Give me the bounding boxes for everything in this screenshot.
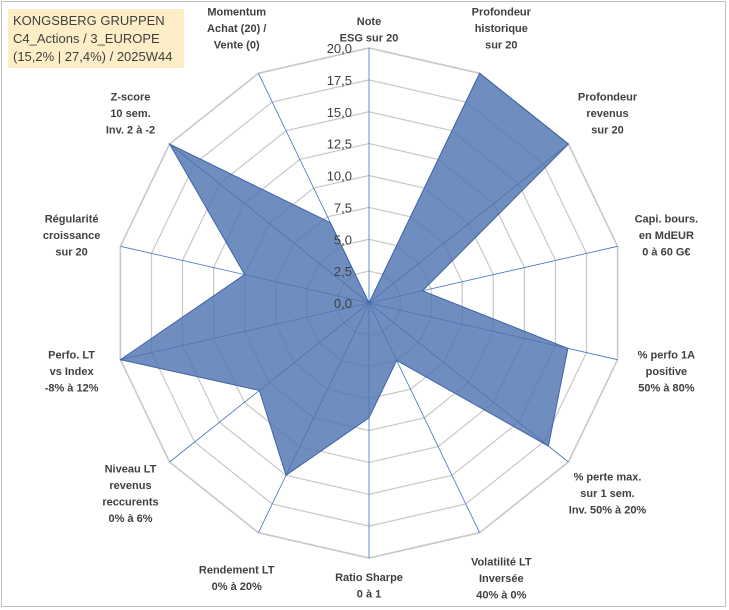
axis-label: 50% à 80% [638, 382, 694, 394]
axis-label: Achat (20) / [207, 23, 266, 35]
axis-label: Note [357, 16, 381, 28]
axis-label: en MdEUR [639, 230, 694, 242]
axis-label: 0 à 60 G€ [642, 247, 690, 259]
axis-label: 0 à 1 [357, 589, 381, 601]
tick-label: 7,5 [334, 200, 352, 215]
axis-label: -8% à 12% [45, 382, 99, 394]
axis-label-group: Niveau LT revenus reccurents 0% à 6% [102, 463, 158, 525]
axis-label: revenus [586, 108, 628, 120]
tick-label: 15,0 [327, 105, 352, 120]
axis-label: Z-score [111, 91, 151, 103]
axis-label-group: % perte max. sur 1 sem. Inv. 50% à 20% [569, 472, 647, 517]
category-label: C4_Actions / 3_EUROPE [13, 31, 160, 46]
axis-label: Inv. 50% à 20% [569, 505, 647, 517]
axis-label: Perfo. LT [48, 349, 95, 361]
axis-label-group: Note ESG sur 20 [340, 16, 399, 45]
axis-label-group: Profondeur revenus sur 20 [578, 91, 638, 136]
axis-label: Momentum [207, 7, 266, 19]
axis-label: Vente (0) [214, 40, 260, 52]
axis-label: 0% à 20% [212, 581, 262, 593]
axis-label-group: Perfo. LT vs Index -8% à 12% [45, 349, 99, 394]
axis-label: sur 20 [485, 40, 517, 52]
radar-tick-labels: 0,0 2,5 5,0 7,5 10,0 12,5 15,0 17,5 20,0 [327, 41, 352, 311]
tick-label: 12,5 [327, 137, 352, 152]
tick-label: 5,0 [334, 232, 352, 247]
axis-label: 10 sem. [110, 108, 150, 120]
axis-label-group: Profondeur historique sur 20 [472, 7, 532, 52]
axis-label: 40% à 0% [476, 589, 526, 601]
axis-label: Rendement LT [199, 565, 275, 577]
axis-label: Niveau LT [105, 463, 157, 475]
tick-label: 2,5 [334, 264, 352, 279]
axis-label: % perte max. [574, 472, 642, 484]
axis-label: sur 1 sem. [580, 488, 634, 500]
axis-label: sur 20 [55, 247, 87, 259]
axis-label: sur 20 [591, 124, 623, 136]
tick-label: 17,5 [327, 73, 352, 88]
axis-label: Volatilité LT [471, 556, 532, 568]
axis-label: Capi. bours. [635, 214, 699, 226]
axis-label-group: Régularité croissance sur 20 [43, 214, 100, 259]
tick-label: 10,0 [327, 169, 352, 184]
axis-label: % perfo 1A [638, 349, 696, 361]
axis-label: ESG sur 20 [340, 33, 399, 45]
axis-label: reccurents [102, 496, 158, 508]
axis-label: revenus [109, 480, 151, 492]
axis-label-group: Z-score 10 sem. Inv. 2 à -2 [106, 91, 155, 136]
axis-label: Inversée [479, 573, 524, 585]
axis-label: positive [646, 366, 688, 378]
axis-label: Profondeur [472, 7, 532, 19]
axis-label: Profondeur [578, 91, 638, 103]
axis-label-group: Momentum Achat (20) / Vente (0) [207, 7, 266, 52]
axis-label-group: Rendement LT 0% à 20% [199, 565, 275, 594]
axis-label: 0% à 6% [108, 513, 152, 525]
axis-label: Inv. 2 à -2 [106, 124, 155, 136]
tick-label: 20,0 [327, 41, 352, 56]
axis-label-group: Capi. bours. en MdEUR 0 à 60 G€ [635, 214, 699, 259]
tick-label: 0,0 [334, 296, 352, 311]
axis-label-group: Volatilité LT Inversée 40% à 0% [471, 556, 532, 601]
radar-series [119, 72, 570, 477]
series-area [119, 72, 570, 477]
axis-label: Ratio Sharpe [335, 572, 403, 584]
axis-label: vs Index [50, 366, 95, 378]
axis-label-group: % perfo 1A positive 50% à 80% [638, 349, 696, 394]
axis-label-group: Ratio Sharpe 0 à 1 [335, 572, 403, 601]
radar-axis-labels: Note ESG sur 20 Profondeur historique sur 20… [43, 7, 698, 602]
axis-label: croissance [43, 230, 100, 242]
info-box: KONGSBERG GRUPPEN C4_Actions / 3_EUROPE … [8, 9, 184, 68]
axis-label: Régularité [45, 214, 99, 226]
company-name: KONGSBERG GRUPPEN [13, 13, 165, 28]
axis-label: historique [475, 23, 528, 35]
stats-label: (15,2% | 27,4%) / 2025W44 [13, 49, 173, 64]
